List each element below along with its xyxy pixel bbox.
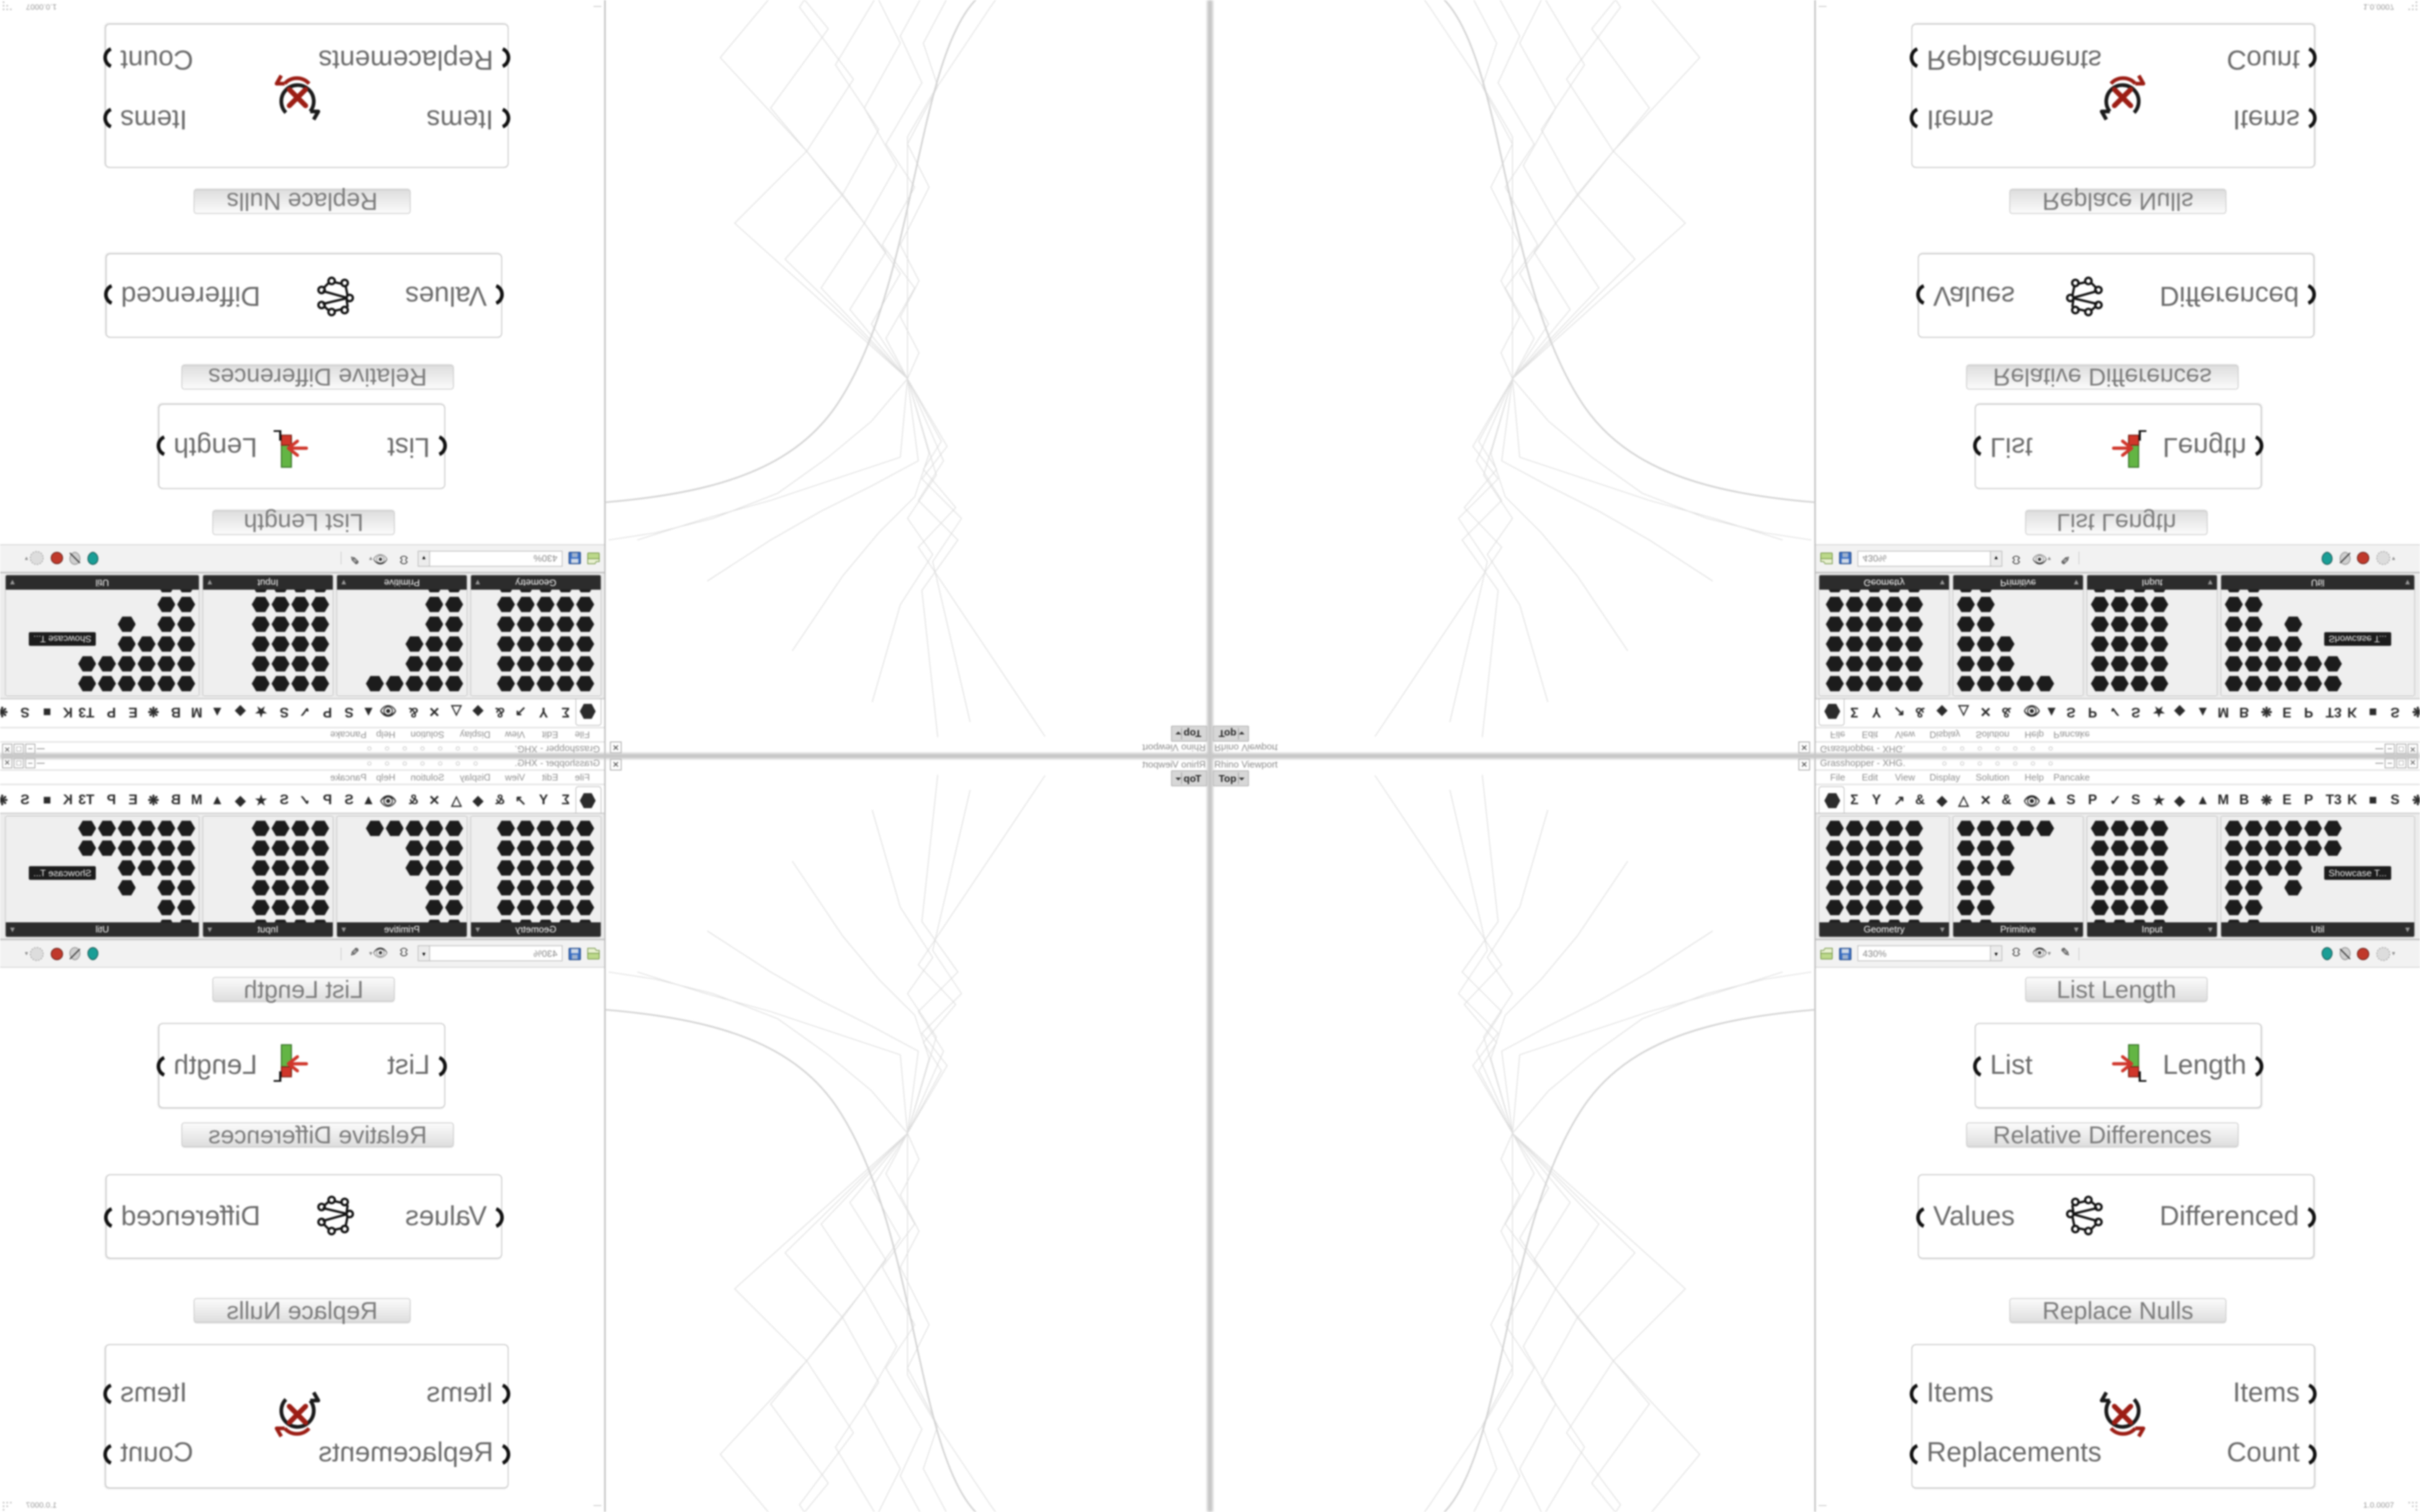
svg-text:L: L bbox=[2138, 1069, 2147, 1086]
svg-text:L: L bbox=[273, 426, 282, 443]
svg-text:L: L bbox=[2138, 426, 2147, 443]
svg-text:L: L bbox=[273, 1069, 282, 1086]
